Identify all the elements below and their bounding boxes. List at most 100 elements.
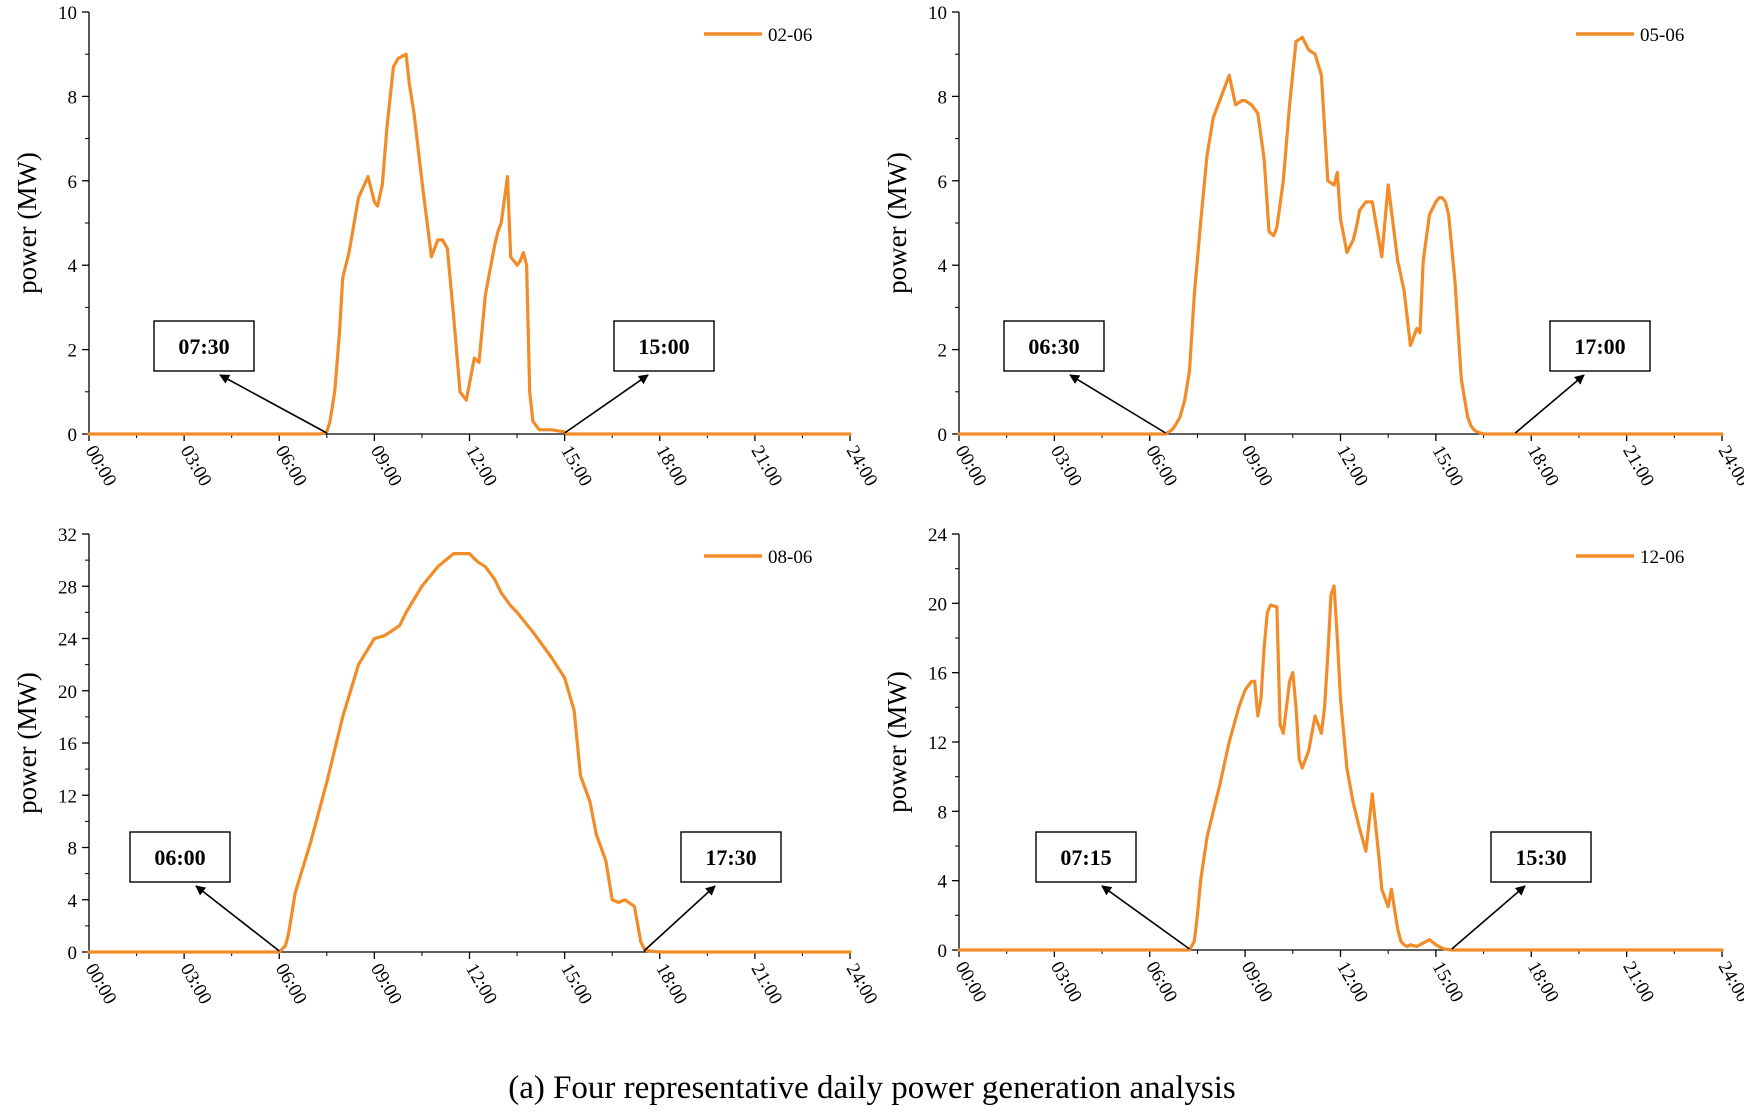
series-line-12-06 [957,584,1724,952]
y-tick-label: 32 [58,525,77,546]
chart-panel-02-06: 0 2 4 6 8 10 00:00 03:00 06:00 09:00 12:00 15:00 18:… [12,3,881,490]
annotation-label: 07:30 [178,334,229,359]
x-tick-label: 24:00 [842,442,882,490]
x-tick-label: 12:00 [461,960,501,1008]
x-tick-label: 12:00 [1332,442,1372,490]
annotation-label: 15:30 [1515,845,1566,870]
annotation-arrow [195,885,280,952]
x-tick-label: 15:00 [556,960,596,1008]
x-tick-label: 18:00 [651,442,691,490]
chart-panel-08-06: 0 4 8 12 16 20 24 28 32 00:00 03:00 06:00 09:00 12:00… [12,525,881,1008]
x-tick-label: 09:00 [1237,442,1277,490]
y-tick-label: 8 [68,87,78,108]
chart-panel-12-06: 0 4 8 12 16 20 24 00:00 03:00 06:00 09:00 12:00 15:0… [882,525,1744,1006]
x-tick-label: 03:00 [176,442,216,490]
x-tick-label: 03:00 [1046,442,1086,490]
x-tick-label: 12:00 [1332,958,1372,1006]
x-tick-label: 21:00 [1618,442,1658,490]
annotation-box [153,320,255,372]
annotation-arrow [1101,885,1190,950]
x-tick-label: 21:00 [1618,958,1658,1006]
annotation-box [1003,320,1105,372]
x-tick-label: 03:00 [1046,958,1086,1006]
x-tick-label: 09:00 [366,442,406,490]
y-tick-label: 16 [928,664,947,685]
y-tick-label: 4 [938,256,948,277]
x-tick-label: 09:00 [1237,958,1277,1006]
y-tick-label: 2 [68,341,78,362]
x-tick-label: 15:00 [556,442,596,490]
y-tick-label: 4 [68,891,78,912]
x-tick-label: 09:00 [366,960,406,1008]
annotation-label: 07:15 [1060,845,1111,870]
y-tick-label: 0 [938,425,948,446]
y-tick-label: 8 [938,87,948,108]
series-line-08-06 [87,552,852,954]
y-tick-label: 12 [928,733,947,754]
x-tick-label: 00:00 [951,442,991,490]
chart-panel-05-06: 0 2 4 6 8 10 00:00 03:00 06:00 09:00 12:00 15:00 18:… [882,3,1744,490]
annotation-arrow [564,374,649,434]
x-tick-label: 00:00 [81,442,121,490]
annotation-arrow [1514,374,1585,434]
x-tick-label: 21:00 [747,960,787,1008]
y-tick-label: 0 [938,941,948,962]
annotation-box [680,831,782,883]
x-tick-label: 15:00 [1428,442,1468,490]
y-tick-label: 2 [938,341,948,362]
annotation-arrow [1451,885,1526,950]
series-line-02-06 [87,52,852,436]
y-tick-label: 24 [928,525,948,546]
annotation-box [1035,831,1137,883]
x-tick-label: 12:00 [461,442,501,490]
series-line-05-06 [957,35,1724,436]
annotation-label: 17:30 [705,845,756,870]
y-axis-title: power (MW) [882,671,912,813]
x-tick-label: 06:00 [271,442,311,490]
x-tick-label: 24:00 [842,960,882,1008]
y-tick-label: 24 [58,630,78,651]
annotation-label: 06:30 [1028,334,1079,359]
y-axis-title: power (MW) [882,152,912,294]
x-tick-label: 18:00 [651,960,691,1008]
y-tick-label: 20 [58,682,77,703]
y-tick-label: 0 [68,943,78,964]
y-tick-label: 6 [68,172,78,193]
legend-label: 02-06 [768,25,812,46]
annotation-arrow [219,374,328,434]
y-tick-label: 8 [68,839,78,860]
annotation-label: 17:00 [1574,334,1625,359]
y-tick-label: 0 [68,425,78,446]
legend-label: 12-06 [1640,547,1684,568]
annotation-box [129,831,231,883]
x-tick-label: 24:00 [1714,442,1744,490]
y-tick-label: 8 [938,802,948,823]
x-tick-label: 06:00 [1141,442,1181,490]
x-tick-label: 18:00 [1523,958,1563,1006]
x-tick-label: 21:00 [747,442,787,490]
legend-label: 05-06 [1640,25,1684,46]
x-tick-label: 24:00 [1714,958,1744,1006]
x-tick-label: 18:00 [1523,442,1563,490]
annotation-arrow [643,885,716,952]
x-tick-label: 00:00 [951,958,991,1006]
y-tick-label: 20 [928,594,947,615]
y-axis-title: power (MW) [12,152,42,294]
y-tick-label: 10 [58,3,77,24]
y-tick-label: 12 [58,786,77,807]
x-tick-label: 00:00 [81,960,121,1008]
y-tick-label: 6 [938,172,948,193]
x-tick-label: 06:00 [1141,958,1181,1006]
legend-label: 08-06 [768,547,812,568]
annotation-label: 06:00 [154,845,205,870]
x-tick-label: 06:00 [271,960,311,1008]
y-axis-title: power (MW) [12,672,42,814]
y-tick-label: 16 [58,734,77,755]
y-tick-label: 28 [58,577,77,598]
annotation-box [1549,320,1651,372]
x-tick-label: 15:00 [1428,958,1468,1006]
annotation-box [1490,831,1592,883]
figure-caption: (a) Four representative daily power gene… [508,1070,1236,1106]
annotation-box [613,320,715,372]
